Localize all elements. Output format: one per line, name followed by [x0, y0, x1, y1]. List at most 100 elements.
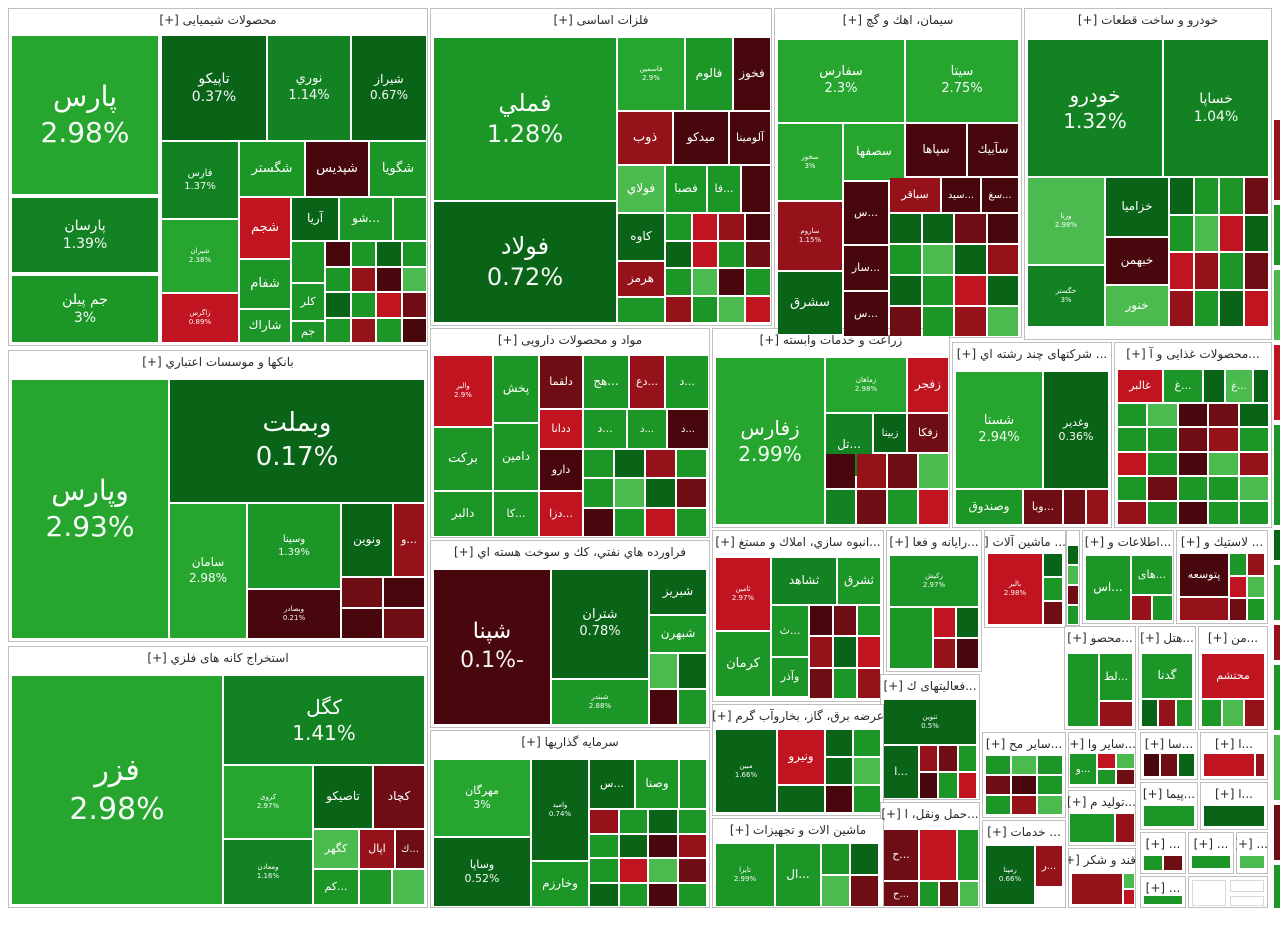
stock-tile[interactable]	[1144, 806, 1194, 826]
stock-tile[interactable]	[987, 307, 1018, 336]
sector-header-cement-lime[interactable]: سیمان، اهك و گچ [+]	[842, 13, 954, 27]
stock-tile[interactable]: تایرا 2.99%	[716, 844, 774, 906]
stock-tile[interactable]	[590, 834, 618, 857]
stock-tile[interactable]	[326, 267, 350, 291]
sector-header-oil-products[interactable]: فراورده هاي نفتي، کك و سوخت هسته اي [+]	[453, 545, 687, 559]
stock-tile[interactable]	[619, 810, 647, 833]
stock-tile[interactable]	[1195, 253, 1218, 289]
stock-tile[interactable]: وامید 0.74%	[532, 760, 588, 860]
stock-tile[interactable]: سباقر	[890, 178, 940, 212]
stock-tile[interactable]: پارس 2.98%	[12, 36, 158, 194]
stock-tile[interactable]	[1245, 290, 1268, 326]
stock-tile[interactable]	[649, 810, 677, 833]
stock-tile[interactable]: ...ا	[884, 746, 918, 798]
stock-tile[interactable]	[360, 870, 391, 904]
stock-tile[interactable]	[649, 883, 677, 906]
stock-tile[interactable]	[1248, 576, 1264, 598]
stock-tile[interactable]: خساپا 1.04%	[1164, 40, 1268, 176]
stock-tile[interactable]	[678, 810, 706, 833]
stock-tile[interactable]	[1038, 796, 1062, 814]
stock-tile[interactable]	[1098, 770, 1115, 784]
sector-header-technical-services[interactable]: ... خدمات [+]	[987, 825, 1061, 839]
sector-header-misc-manufacturing[interactable]: ...من [+]	[1207, 631, 1259, 645]
stock-tile[interactable]	[1038, 756, 1062, 774]
stock-tile[interactable]	[857, 454, 886, 488]
stock-tile[interactable]	[1098, 754, 1115, 768]
sector-header-sugar[interactable]: قند و شکر [+]	[1068, 853, 1136, 867]
stock-tile[interactable]	[810, 637, 832, 667]
stock-tile[interactable]	[1070, 814, 1114, 842]
stock-tile[interactable]	[1161, 754, 1177, 776]
stock-tile[interactable]	[960, 882, 978, 906]
stock-tile[interactable]	[1274, 665, 1280, 730]
stock-tile[interactable]: وغدیر 0.36%	[1044, 372, 1108, 488]
stock-tile[interactable]	[584, 479, 613, 507]
stock-tile[interactable]	[1118, 404, 1147, 427]
stock-tile[interactable]	[679, 654, 706, 688]
stock-tile[interactable]: کلر	[292, 284, 324, 320]
stock-tile[interactable]	[890, 245, 921, 274]
stock-tile[interactable]: میدکو	[674, 112, 728, 164]
stock-tile[interactable]	[958, 830, 978, 880]
stock-tile[interactable]: پخش	[494, 356, 538, 422]
stock-tile[interactable]	[1180, 598, 1228, 620]
stock-tile[interactable]	[1170, 178, 1193, 214]
stock-tile[interactable]	[1274, 345, 1280, 420]
stock-tile[interactable]: والبر 2.9%	[434, 356, 492, 426]
stock-tile[interactable]: ...لط	[1100, 654, 1132, 700]
stock-tile[interactable]	[888, 490, 917, 524]
stock-tile[interactable]: سصفها	[844, 124, 904, 180]
stock-tile[interactable]	[922, 214, 953, 243]
stock-tile[interactable]	[888, 454, 917, 488]
stock-tile[interactable]: مبین 1.66%	[716, 730, 776, 812]
stock-tile[interactable]	[826, 454, 855, 488]
stock-tile[interactable]	[854, 786, 880, 812]
stock-tile[interactable]: ...غ	[1226, 370, 1252, 402]
stock-tile[interactable]	[919, 490, 948, 524]
stock-tile[interactable]: کرمان	[716, 632, 770, 696]
sector-header-small-sector-3[interactable]: ... [+]	[1236, 837, 1268, 851]
stock-tile[interactable]	[1124, 874, 1134, 888]
stock-tile[interactable]	[649, 834, 677, 857]
stock-tile[interactable]: زبینا	[874, 414, 906, 452]
sector-header-paper-products[interactable]: ...محصو [+]	[1067, 631, 1133, 645]
stock-tile[interactable]	[377, 242, 401, 266]
stock-tile[interactable]	[1118, 428, 1147, 451]
stock-tile[interactable]: اپال	[360, 830, 394, 868]
stock-tile[interactable]: سخوز 3%	[778, 124, 842, 200]
stock-tile[interactable]	[987, 245, 1018, 274]
stock-tile[interactable]: آلومینا	[730, 112, 770, 164]
stock-tile[interactable]: دالبر	[434, 492, 492, 536]
stock-tile[interactable]: نوري 1.14%	[268, 36, 350, 140]
stock-tile[interactable]: زفجر	[908, 358, 948, 412]
stock-tile[interactable]: برکت	[434, 428, 492, 490]
stock-tile[interactable]: سفارس 2.3%	[778, 40, 904, 122]
stock-tile[interactable]	[402, 242, 426, 266]
stock-tile[interactable]: ساروم 1.15%	[778, 202, 842, 270]
stock-tile[interactable]	[919, 454, 948, 488]
stock-tile[interactable]	[834, 637, 856, 667]
stock-tile[interactable]	[1248, 599, 1264, 620]
stock-tile[interactable]	[1170, 215, 1193, 251]
stock-tile[interactable]: ...ح	[884, 830, 918, 880]
stock-tile[interactable]	[1176, 700, 1192, 726]
stock-tile[interactable]	[678, 834, 706, 857]
stock-tile[interactable]	[922, 245, 953, 274]
stock-tile[interactable]	[826, 786, 852, 812]
stock-tile[interactable]	[402, 318, 426, 342]
stock-tile[interactable]	[326, 293, 350, 317]
stock-tile[interactable]	[890, 276, 921, 305]
stock-tile[interactable]: وسینا 1.39%	[248, 504, 340, 588]
stock-tile[interactable]	[920, 882, 938, 906]
sector-header-sector-sa[interactable]: ...سا [+]	[1144, 737, 1194, 751]
stock-tile[interactable]	[1209, 477, 1238, 500]
stock-tile[interactable]: وبصادر 0.21%	[248, 590, 340, 638]
stock-tile[interactable]	[618, 298, 664, 322]
stock-tile[interactable]	[719, 296, 744, 322]
stock-tile[interactable]: فالوم	[686, 38, 732, 110]
stock-tile[interactable]	[692, 296, 717, 322]
stock-tile[interactable]	[1116, 814, 1134, 842]
stock-tile[interactable]	[619, 834, 647, 857]
stock-tile[interactable]: فزر 2.98%	[12, 676, 222, 904]
stock-tile[interactable]	[666, 269, 691, 295]
